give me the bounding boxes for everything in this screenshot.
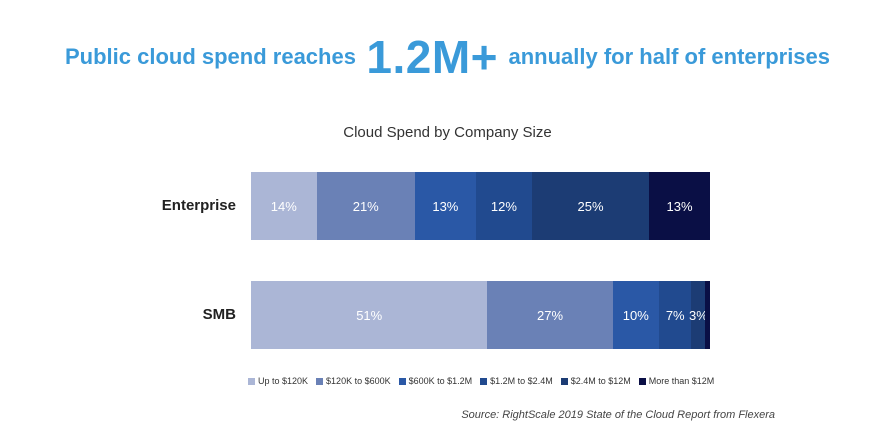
bar-segment: 51% <box>251 281 488 349</box>
category-label-smb: SMB <box>202 306 236 323</box>
data-label: 3% <box>689 307 708 323</box>
legend-swatch <box>248 377 255 385</box>
legend-swatch <box>316 377 324 385</box>
bar-segment: 13% <box>414 172 476 240</box>
data-label: 13% <box>666 198 693 214</box>
data-label: 14% <box>270 198 297 214</box>
headline: Public cloud spend reaches 1.2M+ annuall… <box>0 30 895 84</box>
category-label-enterprise: Enterprise <box>161 197 236 214</box>
data-label: 7% <box>665 307 685 323</box>
legend-item: Up to $120K <box>248 376 308 386</box>
data-label: 12% <box>490 198 517 214</box>
headline-highlight: 1.2M+ <box>366 31 499 83</box>
bar-segment: 10% <box>612 281 659 349</box>
bar-segment: 13% <box>649 172 710 240</box>
headline-prefix: Public cloud spend reaches <box>64 44 356 69</box>
legend-item: $600K to $1.2M <box>398 376 473 386</box>
legend-item: $120K to $600K <box>316 376 391 386</box>
source-note: Source: RightScale 2019 State of the Clo… <box>461 409 775 421</box>
legend-label: $2.4M to $12M <box>570 376 631 386</box>
legend-label: Up to $120K <box>258 376 309 386</box>
legend-swatch <box>480 377 488 385</box>
bar-segment: 3% <box>689 281 708 349</box>
data-label: 51% <box>356 307 383 323</box>
legend-label: $120K to $600K <box>326 376 391 386</box>
data-label: 10% <box>622 307 649 323</box>
legend-item: $1.2M to $2.4M <box>480 376 553 386</box>
chart-title: Cloud Spend by Company Size <box>343 124 552 141</box>
legend-swatch <box>560 377 568 385</box>
data-label: 21% <box>352 198 379 214</box>
bar-segment <box>705 281 710 349</box>
bar-segment: 25% <box>532 172 650 240</box>
data-label: 27% <box>537 307 564 323</box>
bar-segment: 27% <box>487 281 613 349</box>
legend-label: $1.2M to $2.4M <box>490 376 553 386</box>
legend-item: More than $12M <box>638 376 715 386</box>
data-label: 13% <box>432 198 459 214</box>
bar-smb: 51% 27% 10% 7% 3% <box>251 281 710 349</box>
bar-segment: 14% <box>251 172 317 240</box>
legend-swatch <box>398 377 406 385</box>
legend-label: $600K to $1.2M <box>408 376 473 386</box>
chart-legend: Up to $120K $120K to $600K $600K to $1.2M $… <box>248 376 722 386</box>
bar-segment: 7% <box>659 281 692 349</box>
data-label: 25% <box>577 198 604 214</box>
bar-enterprise: 14% 21% 13% 12% 25% 13% <box>251 172 710 240</box>
legend-item: $2.4M to $12M <box>560 376 631 386</box>
legend-swatch <box>638 377 646 385</box>
bar-segment: 12% <box>475 172 533 240</box>
legend-label: More than $12M <box>648 376 715 386</box>
bar-segment: 21% <box>316 172 415 240</box>
headline-suffix: annually for half of enterprises <box>508 44 831 69</box>
